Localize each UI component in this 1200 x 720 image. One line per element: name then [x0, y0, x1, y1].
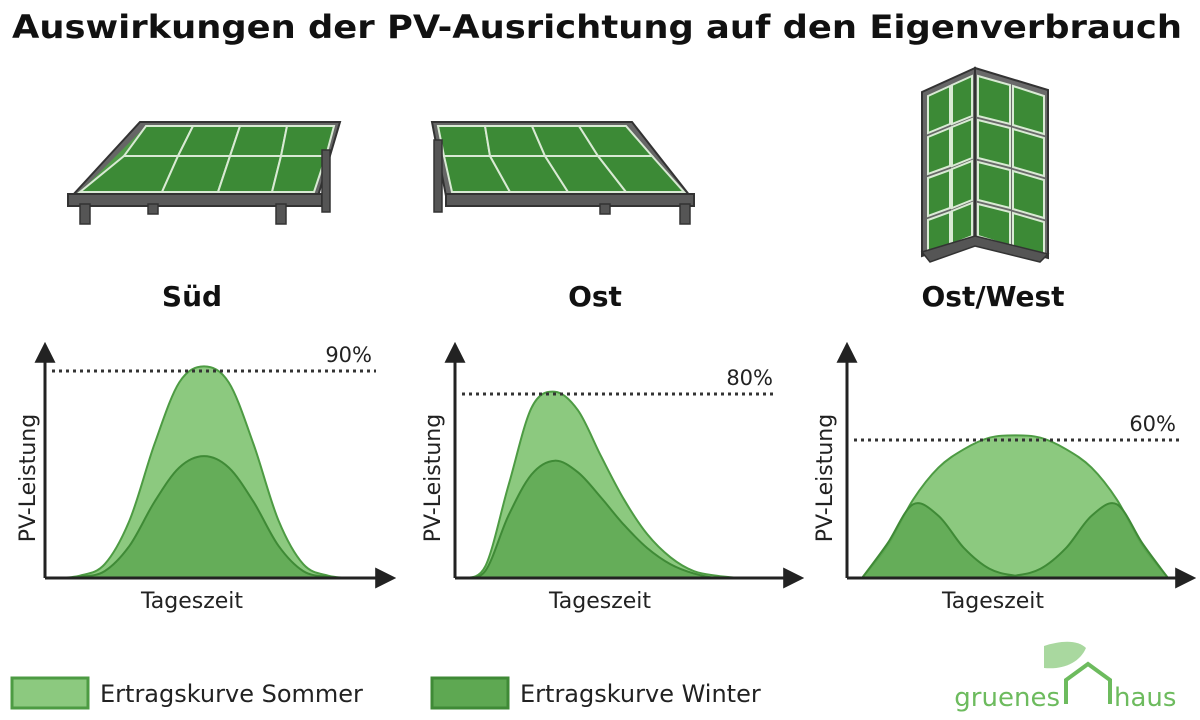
reference-label: 90% — [325, 343, 372, 367]
chart-east: 80% Tageszeit PV-Leistung — [421, 341, 805, 614]
y-axis-label: PV-Leistung — [16, 414, 41, 542]
legend-swatch-winter — [430, 676, 510, 710]
legend-label-summer: Ertragskurve Sommer — [100, 680, 363, 708]
reference-label: 80% — [726, 366, 773, 390]
chart-eastwest: 60% Tageszeit PV-Leistung — [813, 341, 1197, 614]
page-title: Auswirkungen der PV-Ausrichtung auf den … — [12, 8, 1182, 46]
chart-title-south: Süd — [162, 280, 222, 313]
house-icon — [1064, 661, 1112, 704]
leaf-icon — [1044, 641, 1086, 669]
chart-title-eastwest: Ost/West — [921, 280, 1064, 313]
x-axis-label: Tageszeit — [548, 589, 651, 614]
logo-text-right: haus — [1114, 683, 1176, 713]
legend-swatch-summer — [10, 676, 90, 710]
x-axis-label: Tageszeit — [941, 589, 1044, 614]
reference-label: 60% — [1129, 412, 1176, 436]
logo-text-left: gruenes — [954, 683, 1060, 713]
x-axis-label: Tageszeit — [140, 589, 243, 614]
winter-area-1 — [461, 459, 741, 580]
panel-south-illustration — [67, 121, 342, 225]
legend: Ertragskurve Sommer Ertragskurve Winter — [10, 676, 761, 710]
gruenes-haus-logo: gruenes haus — [954, 641, 1176, 713]
panel-east-illustration — [430, 121, 695, 225]
y-axis-label: PV-Leistung — [421, 414, 446, 542]
panel-eastwest-illustration — [920, 66, 1050, 263]
winter-area-1 — [54, 455, 354, 579]
chart-title-east: Ost — [568, 280, 622, 313]
y-axis-label: PV-Leistung — [813, 414, 838, 542]
legend-label-winter: Ertragskurve Winter — [520, 680, 761, 708]
chart-south: 90% Tageszeit PV-Leistung — [16, 341, 397, 614]
